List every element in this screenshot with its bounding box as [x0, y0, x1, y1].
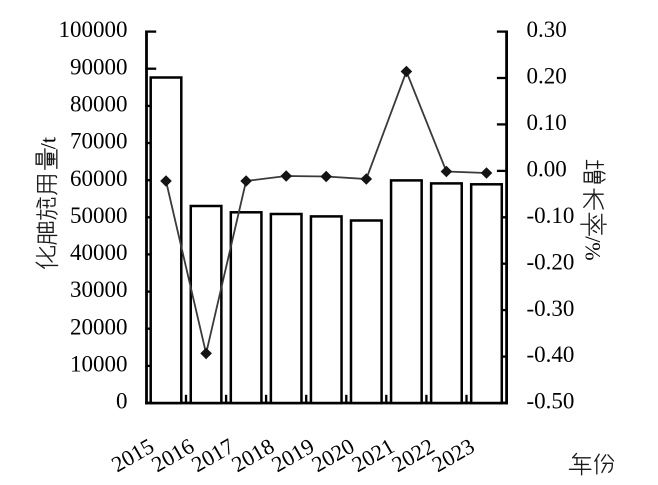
svg-text:/t: /t: [36, 137, 61, 149]
svg-text:50000: 50000: [70, 203, 128, 228]
svg-text:80000: 80000: [70, 92, 128, 117]
svg-text:100000: 100000: [59, 17, 128, 42]
svg-text:30000: 30000: [70, 277, 128, 302]
svg-text:/%: /%: [581, 236, 606, 260]
svg-text:0: 0: [116, 389, 128, 414]
svg-text:0.30: 0.30: [527, 17, 567, 42]
svg-text:20000: 20000: [70, 314, 128, 339]
svg-text:0.00: 0.00: [527, 157, 567, 182]
svg-text:-0.40: -0.40: [527, 342, 575, 367]
svg-text:-0.20: -0.20: [527, 249, 575, 274]
svg-text:90000: 90000: [70, 54, 128, 79]
svg-text:40000: 40000: [70, 240, 128, 265]
svg-text:0.10: 0.10: [527, 110, 567, 135]
svg-text:60000: 60000: [70, 166, 128, 191]
svg-text:-0.30: -0.30: [527, 296, 575, 321]
svg-text:-0.50: -0.50: [527, 389, 575, 414]
svg-text:70000: 70000: [70, 129, 128, 154]
svg-text:0.20: 0.20: [527, 64, 567, 89]
svg-text:-0.10: -0.10: [527, 203, 575, 228]
svg-text:10000: 10000: [70, 352, 128, 377]
